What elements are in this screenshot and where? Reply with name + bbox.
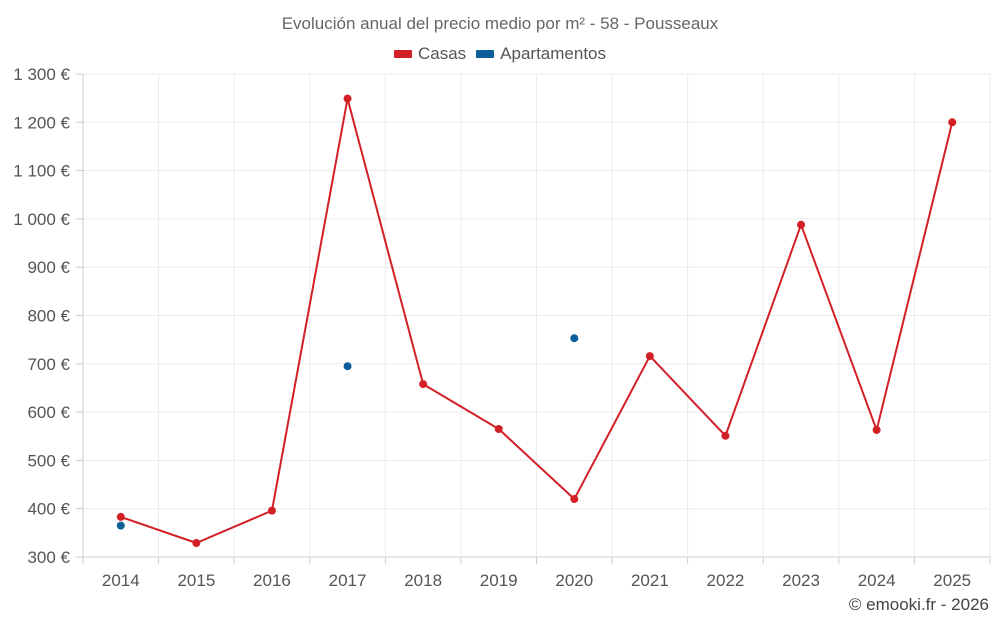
casas-point (192, 538, 201, 547)
legend-swatch-apartamentos (476, 50, 495, 58)
y-tick-label: 1 300 € (13, 65, 70, 84)
series-apartamentos (116, 334, 579, 530)
casas-point (797, 220, 806, 229)
casas-point (419, 380, 428, 389)
casas-point (872, 425, 881, 434)
y-tick-label: 400 € (27, 500, 70, 519)
casas-point (570, 495, 579, 504)
legend-swatch-casas (393, 50, 412, 58)
x-tick-label: 2017 (329, 571, 367, 590)
legend-item-casas[interactable]: Casas (393, 44, 467, 64)
series-casas (116, 94, 957, 547)
y-tick-label: 1 000 € (13, 210, 70, 229)
y-tick-label: 1 100 € (13, 162, 70, 181)
legend-item-apartamentos[interactable]: Apartamentos (476, 44, 606, 64)
x-tick-label: 2020 (555, 571, 593, 590)
casas-point (948, 118, 957, 127)
casas-point (645, 352, 654, 361)
y-tick-label: 700 € (27, 355, 70, 374)
casas-point (267, 506, 276, 515)
apartamentos-point (570, 334, 579, 343)
x-tick-label: 2015 (177, 571, 215, 590)
y-tick-label: 500 € (27, 451, 70, 470)
x-tick-label: 2014 (102, 571, 140, 590)
chart-title: Evolución anual del precio medio por m² … (281, 14, 719, 33)
x-tick-label: 2025 (933, 571, 971, 590)
y-tick-label: 1 200 € (13, 113, 70, 132)
casas-point (494, 425, 503, 434)
legend-label-casas: Casas (417, 44, 467, 63)
x-tick-label: 2022 (707, 571, 745, 590)
chart-legend: Casas Apartamentos (0, 44, 1000, 64)
y-tick-label: 900 € (27, 258, 70, 277)
casas-point (721, 431, 730, 440)
x-tick-label: 2024 (858, 571, 896, 590)
x-tick-label: 2016 (253, 571, 291, 590)
y-tick-label: 800 € (27, 307, 70, 326)
apartamentos-point (343, 362, 352, 371)
y-tick-label: 600 € (27, 403, 70, 422)
casas-line (120, 97, 954, 544)
x-tick-label: 2018 (404, 571, 442, 590)
casas-point (343, 94, 352, 103)
x-tick-label: 2023 (782, 571, 820, 590)
x-tick-label: 2021 (631, 571, 669, 590)
axes: 300 € 400 € 500 € 600 € 700 € 800 € 900 € 1 000… (13, 65, 991, 590)
grid (82, 73, 991, 558)
copyright-footer: © emooki.fr - 2026 (848, 595, 989, 614)
apartamentos-point (116, 521, 125, 530)
y-tick-label: 300 € (27, 548, 70, 567)
legend-label-apartamentos: Apartamentos (500, 44, 607, 63)
x-tick-label: 2019 (480, 571, 518, 590)
casas-point (116, 512, 125, 521)
